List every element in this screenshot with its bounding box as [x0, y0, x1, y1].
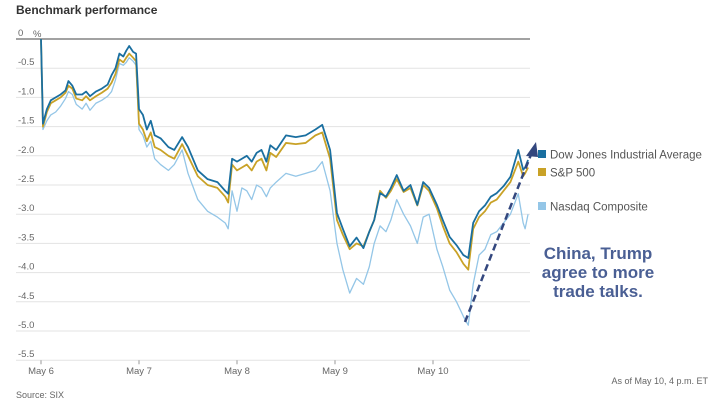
annotation-line-2: agree to more [542, 263, 654, 282]
y-tick-label: -3.5 [18, 232, 34, 243]
series-lines [40, 38, 529, 326]
legend-label: Dow Jones Industrial Average [550, 150, 702, 162]
series-line-dow-jones-industrial-average [40, 38, 529, 259]
y-tick-label: -4.0 [18, 262, 34, 273]
y-tick-label: -0.5 [18, 57, 34, 68]
legend: Dow Jones Industrial Average S&P 500 Nasda… [538, 150, 702, 214]
y-tick-label: -4.5 [18, 291, 34, 302]
y-tick-label: -2.0 [18, 145, 34, 156]
legend-label: Nasdaq Composite [550, 202, 648, 214]
legend-swatch [538, 168, 546, 176]
y-tick-label: -2.5 [18, 174, 34, 185]
y-tick-label: 0 [18, 28, 23, 39]
x-tick-label: May 6 [28, 366, 54, 377]
source-note: Source: SIX [16, 390, 64, 400]
y-tick-label: -1.0 [18, 86, 34, 97]
y-unit-label: % [33, 29, 42, 40]
annotation-line-1: China, Trump [544, 244, 653, 263]
annotation-arrowhead [526, 142, 538, 157]
annotation-line-3: trade talks. [553, 282, 643, 301]
legend-swatch [538, 202, 546, 210]
y-tick-label: -5.5 [18, 349, 34, 360]
legend-swatch [538, 150, 546, 158]
series-line-nasdaq-composite [40, 38, 529, 326]
annotation-arrow [463, 151, 534, 323]
y-tick-label: -1.5 [18, 116, 34, 127]
y-tick-label: -3.0 [18, 203, 34, 214]
legend-label: S&P 500 [550, 168, 595, 180]
as-of-note: As of May 10, 4 p.m. ET [611, 376, 708, 386]
series-line-s-p-500 [40, 38, 529, 271]
x-axis: May 6 May 7 May 8 May 9 May 10 [28, 360, 449, 377]
x-tick-label: May 10 [417, 366, 448, 377]
x-tick-label: May 7 [126, 366, 152, 377]
x-tick-label: May 8 [224, 366, 250, 377]
x-tick-label: May 9 [322, 366, 348, 377]
gridlines: 0 -0.5 -1.0 -1.5 -2.0 -2.5 -3.0 -3.5 -4.0 -4.5 -5.… [16, 28, 530, 361]
y-tick-label: -5.0 [18, 320, 34, 331]
chart-title: Benchmark performance [16, 3, 158, 17]
